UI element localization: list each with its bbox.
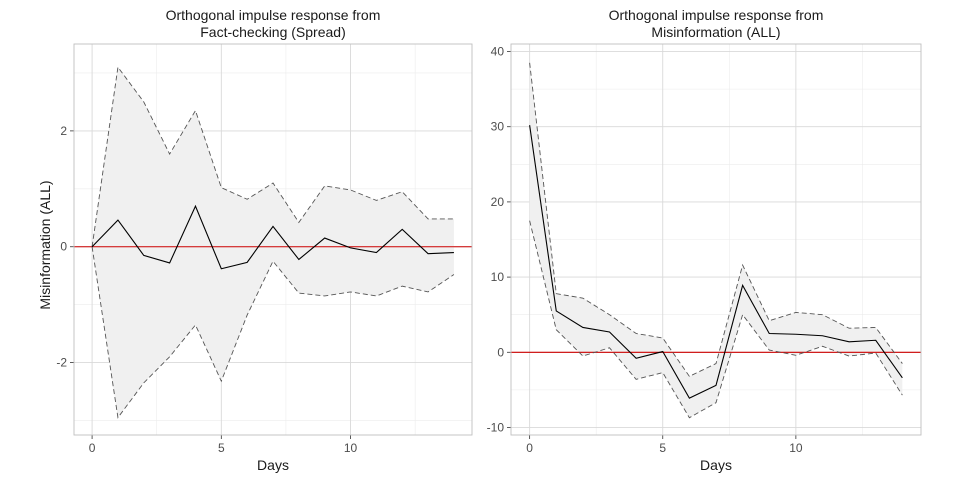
left-chart-y-tick-label: 2 — [60, 124, 67, 138]
left-chart-panel-border — [73, 43, 473, 436]
right-chart-response-line — [529, 125, 903, 399]
right-chart-title-line1: Orthogonal impulse response from — [609, 7, 824, 23]
left-chart-response-line — [91, 204, 454, 270]
right-chart-title-line2: Misinformation (ALL) — [651, 24, 780, 40]
left-chart-panel: Orthogonal impulse response from Fact-ch… — [37, 7, 473, 473]
right-chart-x-axis-title: Days — [700, 457, 732, 473]
left-chart-x-tick-label: 10 — [344, 441, 358, 455]
right-chart-panel: Orthogonal impulse response from Misinfo… — [487, 7, 922, 473]
left-chart-x-tick-label: 0 — [89, 441, 96, 455]
right-chart-x-tick-label: 10 — [789, 441, 803, 455]
left-chart-confidence-band — [92, 67, 454, 418]
left-chart-title-line2: Fact-checking (Spread) — [200, 24, 346, 40]
right-chart-upper-bound-line — [529, 62, 903, 377]
left-chart-y-tick-label: -2 — [56, 356, 67, 370]
right-chart-confidence-band — [529, 62, 903, 418]
left-chart-lower-bound-line — [91, 246, 455, 419]
left-chart-y-tick-label: 0 — [60, 240, 67, 254]
right-chart-y-tick-label: 10 — [491, 270, 505, 284]
left-chart-x-axis-title: Days — [257, 457, 289, 473]
right-chart-x-tick-label: 0 — [526, 441, 533, 455]
right-chart-y-tick-label: 0 — [497, 345, 504, 359]
right-chart-panel-border — [510, 43, 922, 436]
left-chart-upper-bound-line — [91, 66, 454, 247]
right-chart-y-tick-label: 20 — [491, 195, 505, 209]
right-chart-y-tick-label: -10 — [487, 420, 505, 434]
left-chart-y-axis-title: Misinformation (ALL) — [37, 180, 53, 309]
right-chart-y-tick-label: 40 — [491, 45, 505, 59]
right-chart-y-tick-label: 30 — [491, 120, 505, 134]
right-chart-x-tick-label: 5 — [659, 441, 666, 455]
right-chart-lower-bound-line — [529, 220, 903, 419]
left-chart-x-tick-label: 5 — [218, 441, 225, 455]
left-chart-title-line1: Orthogonal impulse response from — [166, 7, 381, 23]
